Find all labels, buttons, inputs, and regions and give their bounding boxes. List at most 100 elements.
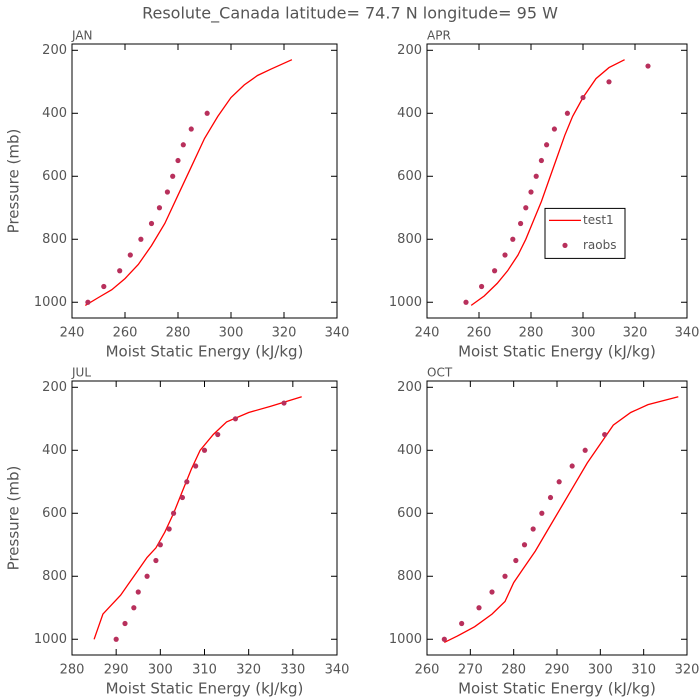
panel: JAN 240 260 280 300 320 340 200 400 600 800 1000 Moi…: [5, 29, 350, 361]
data-point: [580, 94, 586, 101]
y-axis-label: Pressure (mb): [5, 466, 23, 571]
data-point: [502, 252, 508, 258]
x-tick-label: 320: [675, 663, 700, 678]
data-point: [138, 236, 144, 242]
y-tick-label: 400: [397, 443, 422, 458]
data-point: [170, 173, 176, 179]
x-tick-label: 260: [113, 326, 138, 341]
y-tick-label: 400: [42, 106, 67, 121]
data-point: [184, 479, 190, 485]
x-tick-label: 290: [104, 663, 129, 678]
y-tick-label: 1000: [34, 295, 67, 310]
data-point: [148, 220, 155, 227]
x-tick-label: 280: [166, 326, 191, 341]
data-point: [551, 126, 558, 132]
x-tick-label: 260: [415, 663, 440, 678]
x-tick-label: 300: [219, 326, 244, 341]
data-point: [539, 510, 545, 516]
x-axis-label: Moist Static Energy (kJ/kg): [458, 343, 656, 361]
data-point: [153, 557, 159, 564]
series-line: [470, 59, 625, 306]
y-tick-label: 400: [397, 106, 422, 121]
data-point: [156, 205, 163, 211]
data-point: [476, 605, 482, 611]
y-tick-label: 800: [397, 569, 422, 584]
x-tick-label: 340: [675, 326, 700, 341]
plot-frame: [71, 380, 338, 656]
data-point: [518, 220, 524, 227]
data-point: [204, 110, 210, 116]
x-tick-label: 280: [519, 326, 544, 341]
plot-frame: [426, 380, 688, 656]
y-tick-label: 1000: [389, 632, 422, 647]
y-tick-label: 200: [42, 380, 67, 395]
data-point: [131, 605, 137, 611]
x-tick-label: 290: [545, 663, 570, 678]
data-point: [569, 463, 575, 469]
x-tick-label: 280: [501, 663, 526, 678]
y-tick-label: 200: [42, 43, 67, 58]
data-point: [556, 479, 562, 485]
data-point: [179, 494, 186, 501]
data-point: [180, 142, 186, 148]
x-tick-label: 300: [148, 663, 173, 678]
x-tick-label: 300: [588, 663, 613, 678]
x-tick-label: 270: [458, 663, 483, 678]
x-tick-label: 300: [571, 326, 596, 341]
data-point: [164, 189, 170, 195]
series-line: [84, 59, 293, 306]
x-axis-label: Moist Static Energy (kJ/kg): [106, 680, 304, 698]
data-point: [175, 157, 181, 164]
legend-label: test1: [583, 213, 614, 227]
x-tick-label: 320: [236, 663, 261, 678]
panel-title: OCT: [427, 366, 453, 380]
data-point: [489, 589, 495, 595]
data-point: [530, 526, 536, 532]
panel: JUL 280 290 300 310 320 330 340 200 400 600 800 1000…: [5, 366, 350, 698]
x-tick-label: 340: [325, 663, 350, 678]
data-point: [85, 299, 91, 305]
figure-title: Resolute_Canada latitude= 74.7 N longitu…: [142, 4, 558, 24]
y-axis-label: Pressure (mb): [5, 129, 23, 234]
x-tick-label: 240: [60, 326, 85, 341]
x-tick-label: 330: [280, 663, 305, 678]
plot-frame: [71, 43, 338, 319]
x-tick-label: 310: [631, 663, 656, 678]
data-point: [479, 283, 485, 290]
panel: APR 240 260 280 300 320 340 200 400 600 800 1000 Moi…: [389, 29, 700, 361]
data-point: [201, 447, 208, 453]
y-tick-label: 1000: [389, 295, 422, 310]
panel-title: JAN: [71, 29, 93, 43]
data-point: [101, 283, 107, 290]
series-line: [93, 396, 302, 640]
legend-swatch: [562, 242, 568, 248]
x-tick-label: 240: [415, 326, 440, 341]
y-tick-label: 200: [397, 43, 422, 58]
data-point: [144, 573, 150, 579]
data-point: [193, 463, 199, 469]
data-point: [157, 542, 163, 548]
data-point: [188, 126, 194, 132]
data-point: [582, 447, 588, 453]
data-point: [281, 400, 287, 406]
y-tick-label: 1000: [34, 632, 67, 647]
data-point: [113, 636, 119, 642]
data-point: [492, 268, 498, 274]
data-point: [544, 142, 550, 148]
data-point: [564, 110, 571, 116]
y-tick-label: 400: [42, 443, 67, 458]
data-point: [523, 205, 529, 211]
data-point: [606, 79, 612, 85]
y-tick-label: 600: [397, 169, 422, 184]
data-point: [528, 189, 534, 195]
x-tick-label: 260: [467, 326, 492, 341]
y-tick-label: 600: [42, 169, 67, 184]
data-point: [645, 63, 651, 69]
data-point: [513, 557, 519, 564]
data-point: [135, 589, 141, 595]
y-tick-label: 800: [397, 232, 422, 247]
legend-box: [544, 207, 626, 259]
series-line: [444, 396, 679, 643]
y-tick-label: 600: [42, 506, 67, 521]
